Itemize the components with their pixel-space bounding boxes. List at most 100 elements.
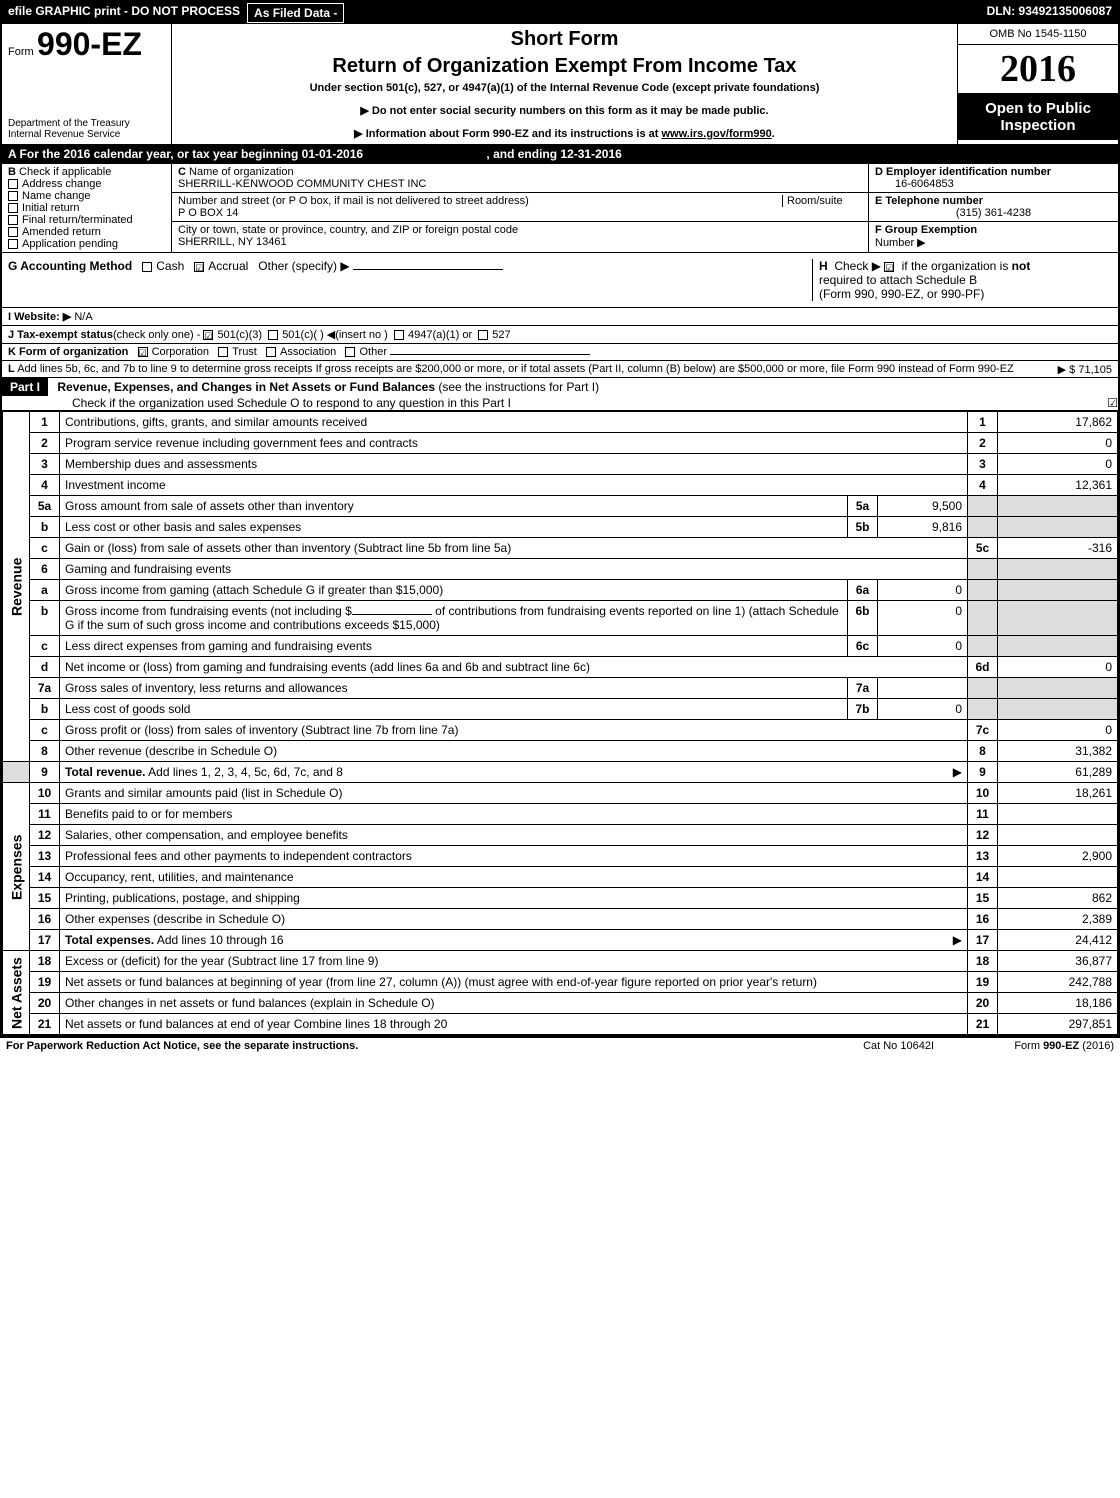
l-label: L <box>8 363 15 375</box>
phone-label: E Telephone number <box>875 195 983 207</box>
line-8-desc: Other revenue (describe in Schedule O) <box>65 744 277 758</box>
inspection: Inspection <box>960 117 1116 134</box>
info-text: ▶ Information about Form 990-EZ and its … <box>354 128 661 140</box>
other-org-checkbox[interactable] <box>345 347 355 357</box>
line-5b-shade <box>968 517 998 538</box>
accrual-label: Accrual <box>208 259 248 273</box>
cash-checkbox[interactable] <box>142 262 152 272</box>
line-4-ln: 4 <box>968 475 998 496</box>
section-j: J Tax-exempt status(check only one) - ☑5… <box>2 326 1118 344</box>
line-6-shade <box>968 559 998 580</box>
line-17-ln: 17 <box>968 930 998 951</box>
as-filed-label: As Filed Data - <box>247 3 344 23</box>
527-label: 527 <box>492 329 510 341</box>
line-5c-ln: 5c <box>968 538 998 559</box>
line-16-ln: 16 <box>968 909 998 930</box>
association-checkbox[interactable] <box>266 347 276 357</box>
line-7c-val: 0 <box>998 720 1118 741</box>
line-8-val: 31,382 <box>998 741 1118 762</box>
line-5a-desc: Gross amount from sale of assets other t… <box>65 499 354 513</box>
association-label: Association <box>280 346 336 358</box>
schedule-b-checkbox[interactable]: ☑ <box>884 262 894 272</box>
street-label: Number and street (or P O box, if mail i… <box>178 195 529 207</box>
l-text: Add lines 5b, 6c, and 7b to line 9 to de… <box>17 363 1014 375</box>
omb-number: OMB No 1545-1150 <box>958 24 1118 45</box>
dept-irs: Internal Revenue Service <box>8 129 165 140</box>
line-6-desc: Gaming and fundraising events <box>65 562 231 576</box>
b-label: B <box>8 166 16 178</box>
line-9-val: 61,289 <box>998 762 1118 783</box>
part-1-title: Revenue, Expenses, and Changes in Net As… <box>57 380 435 394</box>
501c-label: 501(c)( ) ◀(insert no ) <box>282 329 388 341</box>
line-6a-subval: 0 <box>878 580 968 601</box>
4947-label: 4947(a)(1) or <box>408 329 472 341</box>
line-6-num: 6 <box>30 559 60 580</box>
line-20-num: 20 <box>30 993 60 1014</box>
501c-checkbox[interactable] <box>268 330 278 340</box>
line-12-val <box>998 825 1118 846</box>
form-prefix: Form <box>8 46 34 58</box>
4947-checkbox[interactable] <box>394 330 404 340</box>
line-6d-val: 0 <box>998 657 1118 678</box>
line-12-desc: Salaries, other compensation, and employ… <box>65 828 348 842</box>
part-1-check-text: Check if the organization used Schedule … <box>72 396 511 410</box>
line-3-ln: 3 <box>968 454 998 475</box>
street-value: P O BOX 14 <box>178 207 238 219</box>
other-org-label: Other <box>359 346 387 358</box>
open-to-public: Open to Public <box>960 100 1116 117</box>
527-checkbox[interactable] <box>478 330 488 340</box>
website-label: I Website: ▶ <box>8 311 71 323</box>
line-20-desc: Other changes in net assets or fund bala… <box>65 996 435 1010</box>
accounting-method-label: G Accounting Method <box>8 259 132 273</box>
website-value: N/A <box>74 311 92 323</box>
ein-label: D Employer identification number <box>875 166 1051 178</box>
part-1-subtitle: (see the instructions for Part I) <box>438 380 599 394</box>
amended-return-checkbox[interactable] <box>8 227 18 237</box>
lines-table: Revenue 1 Contributions, gifts, grants, … <box>2 411 1118 1035</box>
line-20-ln: 20 <box>968 993 998 1014</box>
final-return-checkbox[interactable] <box>8 215 18 225</box>
line-3-num: 3 <box>30 454 60 475</box>
org-info-row: B Check if applicable Address change Nam… <box>2 164 1118 253</box>
line-18-val: 36,877 <box>998 951 1118 972</box>
line-6d-num: d <box>30 657 60 678</box>
line-1-ln: 1 <box>968 412 998 433</box>
line-17-val: 24,412 <box>998 930 1118 951</box>
corporation-checkbox[interactable]: ☑ <box>138 347 148 357</box>
line-7a-sub: 7a <box>848 678 878 699</box>
line-7c-ln: 7c <box>968 720 998 741</box>
trust-checkbox[interactable] <box>218 347 228 357</box>
line-13-val: 2,900 <box>998 846 1118 867</box>
section-d: D Employer identification number 16-6064… <box>868 164 1118 252</box>
accrual-checkbox[interactable]: ☑ <box>194 262 204 272</box>
irs-link[interactable]: www.irs.gov/form990 <box>662 128 772 140</box>
line-2-ln: 2 <box>968 433 998 454</box>
form-of-org-label: K Form of organization <box>8 346 128 358</box>
h-text3: required to attach Schedule B <box>819 273 977 287</box>
line-9-num: 9 <box>30 762 60 783</box>
org-name-label: Name of organization <box>189 166 294 178</box>
line-18-num: 18 <box>30 951 60 972</box>
address-change-checkbox[interactable] <box>8 179 18 189</box>
line-11-ln: 11 <box>968 804 998 825</box>
line-20-val: 18,186 <box>998 993 1118 1014</box>
line-12-ln: 12 <box>968 825 998 846</box>
line-6c-subval: 0 <box>878 636 968 657</box>
line-2-desc: Program service revenue including govern… <box>65 436 418 450</box>
group-exemption-label: F Group Exemption <box>875 224 977 236</box>
line-6b-desc1: Gross income from fundraising events (no… <box>65 604 352 618</box>
public-warning: ▶ Do not enter social security numbers o… <box>178 104 951 117</box>
room-label: Room/suite <box>787 195 843 207</box>
line-6d-ln: 6d <box>968 657 998 678</box>
line-5b-desc: Less cost or other basis and sales expen… <box>65 520 301 534</box>
name-change-checkbox[interactable] <box>8 191 18 201</box>
h-text4: (Form 990, 990-EZ, or 990-PF) <box>819 287 984 301</box>
name-change-label: Name change <box>22 190 91 202</box>
line-7b-subval: 0 <box>878 699 968 720</box>
initial-return-checkbox[interactable] <box>8 203 18 213</box>
corporation-label: Corporation <box>152 346 209 358</box>
application-pending-checkbox[interactable] <box>8 239 18 249</box>
501c3-checkbox[interactable]: ☑ <box>203 330 213 340</box>
section-a-end: , and ending 12-31-2016 <box>486 147 621 161</box>
line-2-val: 0 <box>998 433 1118 454</box>
